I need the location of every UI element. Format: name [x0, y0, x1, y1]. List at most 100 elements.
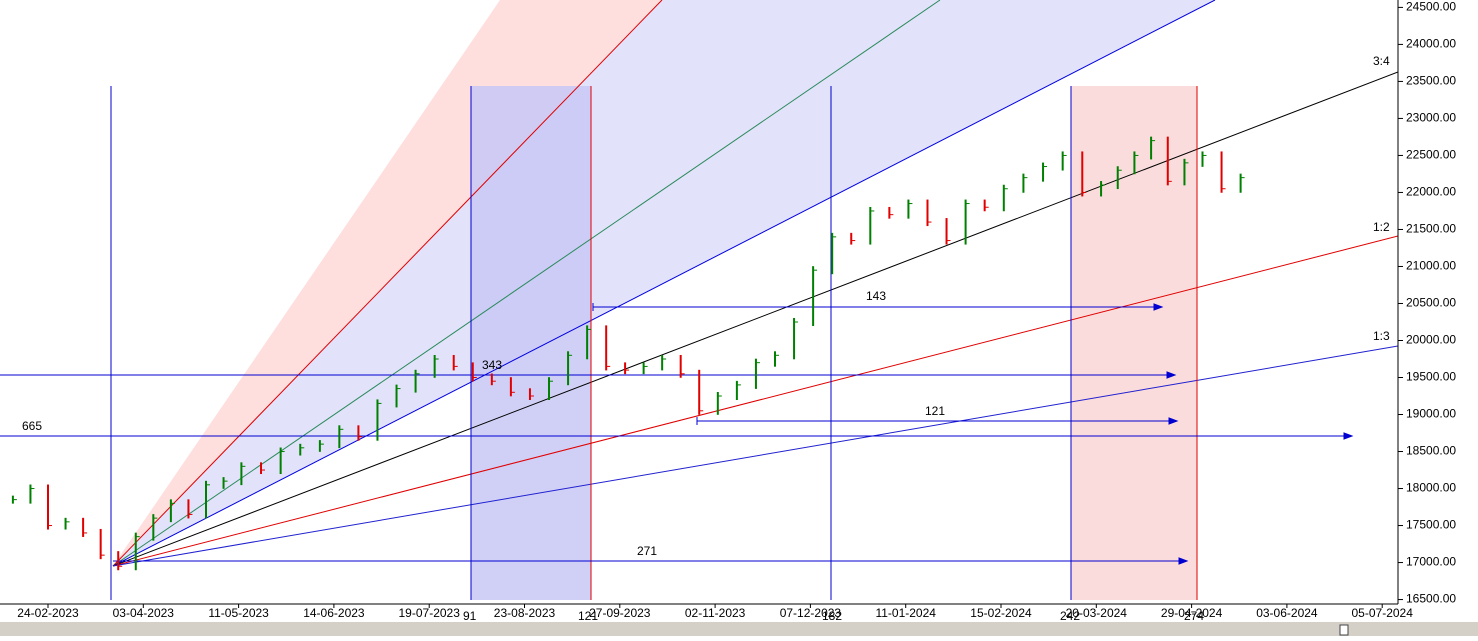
x-tick-label: 24-02-2023: [17, 606, 79, 620]
fan-label: 3:4: [1373, 54, 1390, 68]
y-tick-label: 21500.00: [1406, 222, 1456, 236]
time-box-blue: [471, 86, 591, 600]
price-bar: [888, 206, 891, 219]
price-bar: [29, 484, 32, 504]
y-tick-label: 20500.00: [1406, 296, 1456, 310]
y-tick-label: 18000.00: [1406, 481, 1456, 495]
price-bar: [433, 354, 436, 378]
price-bar: [279, 447, 282, 475]
price-bar: [831, 232, 834, 275]
price-bar: [983, 199, 986, 212]
annotation: 343: [482, 358, 502, 372]
arrow-head: [1343, 432, 1354, 440]
arrow-head: [1178, 557, 1189, 565]
price-bar: [907, 199, 910, 219]
y-tick-label: 22000.00: [1406, 185, 1456, 199]
price-bar: [240, 462, 243, 486]
y-tick-label: 16500.00: [1406, 592, 1456, 606]
price-bar: [548, 377, 551, 401]
price-bar: [1150, 136, 1153, 160]
price-bar: [793, 317, 796, 360]
x-tick-label: 05-07-2024: [1352, 606, 1414, 620]
cycle-label: 182: [822, 609, 842, 623]
price-bar: [1201, 151, 1204, 167]
fan-label: 1:2: [1373, 220, 1390, 234]
price-bar: [1042, 162, 1045, 182]
x-tick-label: 19-07-2023: [399, 606, 461, 620]
x-tick-label: 29-04-2024: [1161, 606, 1223, 620]
price-bar: [169, 499, 172, 523]
y-tick-label: 17500.00: [1406, 518, 1456, 532]
x-tick-label: 15-02-2024: [970, 606, 1032, 620]
arrow-head: [1168, 417, 1179, 425]
price-bar: [698, 369, 701, 415]
price-bar: [1133, 151, 1136, 175]
price-bar: [1002, 184, 1005, 212]
cycle-label: 91: [463, 609, 477, 623]
x-tick-label: 14-06-2023: [303, 606, 365, 620]
fan-line: [112, 0, 1216, 567]
x-tick-label: 02-11-2023: [685, 606, 746, 620]
fan-line: [112, 71, 1399, 567]
y-tick-label: 20000.00: [1406, 333, 1456, 347]
price-bar: [152, 514, 155, 541]
price-bar: [869, 206, 872, 245]
y-tick-label: 17000.00: [1406, 555, 1456, 569]
price-bar: [357, 425, 360, 441]
price-bar: [1239, 173, 1242, 193]
scroll-thumb[interactable]: [1339, 624, 1349, 636]
price-bar: [964, 199, 967, 245]
price-bar: [47, 484, 49, 530]
price-bar: [82, 517, 85, 537]
drawings: [0, 0, 1399, 600]
price-bar: [509, 377, 512, 397]
price-bar: [471, 362, 474, 382]
x-tick-label: 20-03-2024: [1066, 606, 1128, 620]
cycle-label: 121: [578, 609, 598, 623]
price-bar: [1022, 173, 1025, 193]
price-bar: [945, 218, 948, 245]
price-bar: [624, 362, 627, 375]
price-bar: [1061, 151, 1064, 171]
price-bar: [679, 354, 682, 378]
price-bar: [586, 325, 589, 360]
price-bar: [299, 443, 302, 456]
arrow-head: [1153, 303, 1164, 311]
arrow-head: [1166, 371, 1177, 379]
annotation: 121: [925, 404, 945, 418]
fan-line: [112, 345, 1399, 567]
price-bar: [1220, 151, 1223, 193]
price-bar: [605, 325, 608, 371]
fan-line: [112, 0, 941, 567]
price-bar: [414, 369, 417, 393]
price-bar: [812, 266, 815, 326]
cycle-label: 274: [1184, 609, 1204, 623]
fan-line: [112, 235, 1399, 567]
price-bar: [754, 358, 757, 389]
x-tick-label: 11-01-2024: [875, 606, 936, 620]
x-tick-label: 03-04-2023: [113, 606, 175, 620]
price-bar: [528, 388, 531, 401]
price-bar: [661, 354, 664, 371]
y-tick-label: 19500.00: [1406, 370, 1456, 384]
price-bar: [1166, 136, 1169, 186]
price-bar: [1081, 151, 1084, 197]
price-bar: [260, 462, 263, 475]
price-bar: [99, 528, 102, 560]
price-bars: [11, 136, 1245, 571]
price-bar: [926, 199, 929, 227]
scrollbar[interactable]: [0, 622, 1478, 636]
price-bar: [187, 499, 190, 519]
price-bar: [452, 354, 455, 371]
cycle-label: 242: [1060, 609, 1080, 623]
y-tick-label: 23500.00: [1406, 74, 1456, 88]
y-tick-label: 18500.00: [1406, 444, 1456, 458]
price-bar: [338, 425, 341, 449]
price-bar: [735, 380, 738, 401]
price-bar: [204, 480, 207, 519]
price-bar: [1116, 166, 1119, 190]
y-tick-label: 23000.00: [1406, 111, 1456, 125]
price-bar: [222, 477, 225, 489]
